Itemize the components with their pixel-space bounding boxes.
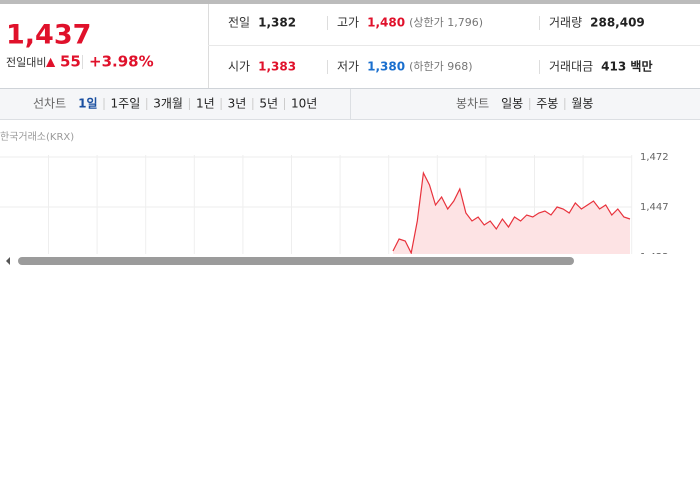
- tab[interactable]: 3개월: [153, 97, 183, 111]
- area: [393, 173, 630, 255]
- tabs: 선차트 1일 1주일 3개월 1년 3년 5년 10년 봉차트 일봉 주봉 월봉: [33, 97, 593, 111]
- change: 55: [60, 53, 81, 71]
- stat-value: 1,382: [258, 16, 296, 30]
- top-border: [0, 0, 700, 4]
- stat-note: (하한가 968): [409, 59, 472, 73]
- stat-label: 거래량: [549, 16, 582, 30]
- stat-label: 거래대금: [549, 60, 593, 74]
- tab[interactable]: 5년: [259, 97, 278, 111]
- stat-value: 1,380: [367, 60, 405, 74]
- change-label: 전일대비: [6, 55, 46, 69]
- stat-label: 시가: [228, 60, 250, 74]
- tab-group-label: 선차트: [33, 97, 66, 111]
- tab[interactable]: 1일: [78, 97, 97, 111]
- tab-group-label: 봉차트: [456, 97, 489, 111]
- stat-label: 고가: [337, 16, 359, 30]
- stat-label: 전일: [228, 16, 250, 30]
- plot: 1,472 1,447 1,422: [0, 152, 669, 263]
- stat-note: (상한가 1,796): [409, 16, 483, 29]
- scroll-thumb[interactable]: [18, 257, 574, 265]
- stat-value: 1,480: [367, 16, 405, 30]
- stats: 전일 1,382 고가 1,480 (상한가 1,796) 거래량 288,409 시가 1,3…: [228, 16, 652, 74]
- tab[interactable]: 1년: [196, 97, 215, 111]
- stat-value: 1,383: [258, 60, 296, 74]
- stat-label: 저가: [337, 60, 359, 74]
- stat-value: 288,409: [590, 16, 645, 30]
- tab[interactable]: 10년: [291, 97, 317, 111]
- tab[interactable]: 주봉: [536, 97, 558, 111]
- price: 1,437: [6, 20, 91, 51]
- scroll-left[interactable]: [6, 257, 10, 265]
- stat-value: 413 백만: [601, 59, 652, 74]
- source: 한국거래소(KRX): [0, 131, 74, 143]
- change-arrow: ▲: [46, 55, 56, 69]
- y-tick-label: 1,422: [640, 252, 669, 263]
- tab[interactable]: 월봉: [571, 97, 593, 111]
- price-line: [392, 170, 631, 255]
- tab[interactable]: 1주일: [111, 97, 141, 111]
- y-tick-label: 1,472: [640, 152, 669, 163]
- tab[interactable]: 일봉: [501, 97, 523, 111]
- y-tick-label: 1,447: [640, 202, 669, 213]
- tab[interactable]: 3년: [228, 97, 247, 111]
- change-pct: +3.98%: [89, 53, 154, 71]
